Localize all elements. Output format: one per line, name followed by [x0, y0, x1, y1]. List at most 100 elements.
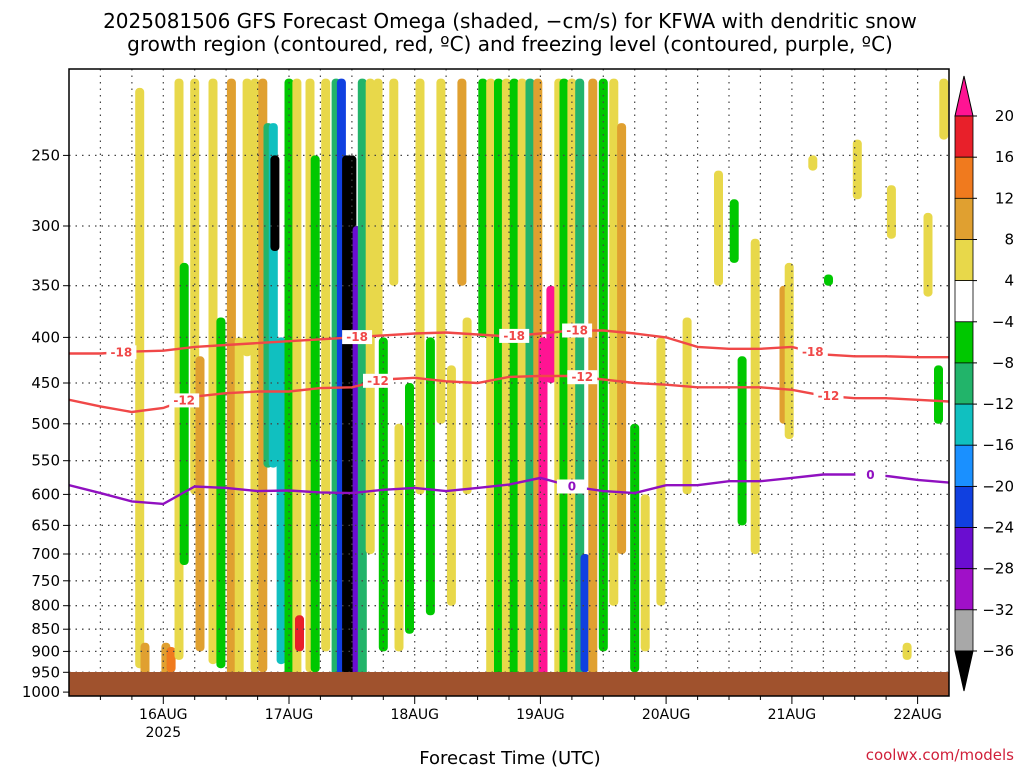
omega-cell-77	[923, 212, 933, 297]
omega-cell-9	[216, 317, 226, 669]
isotherm-label-bg	[169, 393, 200, 408]
isotherm-label-bg	[855, 468, 886, 483]
omega-cell-49	[525, 78, 535, 677]
chart-title-line1: 2025081506 GFS Forecast Omega (shaded, −…	[103, 9, 917, 33]
credit-text: coolwx.com/models	[866, 746, 1014, 764]
omega-cell-18	[276, 337, 286, 665]
omega-cell-39	[436, 78, 446, 424]
omega-cell-45	[494, 78, 503, 677]
x-tick-label-20AUG: 20AUG	[642, 707, 691, 723]
isotherm-label--18-3: -18	[566, 324, 588, 338]
colorbar-label-8: −16	[982, 436, 1014, 454]
omega-cell-63	[640, 494, 650, 652]
omega-cell-35	[394, 423, 404, 652]
isotherm-label-bg	[797, 344, 828, 359]
colorbar-label-5: −4	[992, 313, 1014, 331]
colorbar-segment-12	[954, 568, 974, 611]
x-tick-year: 2025	[145, 725, 181, 741]
omega-cell-10	[226, 78, 236, 677]
colorbar-segment-11	[954, 527, 974, 570]
omega-cell-59	[598, 78, 608, 652]
omega-cell-78	[934, 365, 943, 424]
colorbar-label-11: −28	[982, 560, 1014, 578]
omega-cell-54	[559, 78, 569, 677]
colorbar-segment-4	[954, 239, 974, 282]
colorbar-label-13: −36	[982, 642, 1014, 660]
y-tick-label-850: 850	[31, 620, 60, 638]
x-tick-label-21AUG: 21AUG	[768, 707, 817, 723]
omega-cell-79	[939, 78, 949, 140]
omega-cell-36	[405, 383, 414, 634]
colorbar-segment-7	[954, 362, 974, 405]
colorbar-label-3: 8	[1004, 231, 1014, 249]
y-tick-label-400: 400	[31, 328, 60, 346]
y-tick-label-950: 950	[31, 663, 60, 681]
isotherm-0	[69, 473, 949, 506]
colorbar-top-triangle	[954, 75, 974, 117]
isotherm-label-bg	[813, 389, 844, 404]
isotherm-label--12-2: -12	[571, 370, 593, 384]
isotherm-label--18-0: -18	[111, 345, 133, 359]
omega-cell-74	[852, 139, 862, 200]
y-tick-label-700: 700	[31, 545, 60, 563]
isotherm-label--18-2: -18	[503, 329, 525, 343]
colorbar-label-7: −12	[982, 395, 1014, 413]
y-tick-label-500: 500	[31, 415, 60, 433]
colorbar-segment-2	[954, 156, 974, 199]
x-tick-label-16AUG: 16AUG	[139, 707, 188, 723]
omega-cell-24	[321, 78, 331, 652]
omega-cell-13	[250, 78, 260, 673]
omega-cell-51	[538, 337, 548, 677]
colorbar-label-0: 20	[995, 107, 1014, 125]
omega-cell-31	[365, 78, 375, 555]
omega-cell-69	[750, 238, 760, 555]
omega-cell-32	[373, 78, 383, 338]
omega-cell-43	[478, 78, 488, 338]
colorbar-segment-10	[954, 485, 974, 528]
omega-cell-76	[902, 642, 912, 660]
isotherm-label-bg	[342, 330, 373, 345]
colorbar-segment-3	[954, 197, 974, 240]
omega-cell-23	[310, 155, 320, 673]
isotherm-label--12-0: -12	[173, 393, 195, 407]
colorbar-bottom-triangle	[954, 650, 974, 692]
omega-cell-8	[208, 78, 218, 665]
isotherm-label-bg	[562, 323, 593, 338]
omega-cell-19	[284, 78, 294, 677]
omega-cell-0	[135, 87, 145, 669]
omega-cell-68	[737, 356, 747, 526]
omega-cell-71	[784, 262, 794, 439]
omega-cell-42	[462, 317, 472, 495]
omega-cell-20	[292, 78, 302, 677]
colorbar-label-2: 12	[995, 189, 1014, 207]
colorbar-segment-6	[954, 321, 974, 364]
omega-cell-75	[886, 185, 896, 239]
x-tick-label-18AUG: 18AUG	[390, 707, 439, 723]
omega-cell-41	[457, 78, 467, 286]
omega-cell-5	[179, 262, 189, 565]
isotherm-label-bg	[567, 370, 598, 385]
colorbar-label-6: −8	[992, 354, 1014, 372]
colorbar-label-9: −20	[982, 477, 1014, 495]
omega-cell-37	[415, 78, 425, 495]
colorbar-label-1: 16	[995, 148, 1014, 166]
omega-cell-61	[617, 123, 627, 554]
omega-cell-44	[486, 78, 496, 677]
y-tick-label-900: 900	[31, 642, 60, 660]
x-axis-label: Forecast Time (UTC)	[419, 748, 600, 768]
omega-cell-12	[242, 78, 252, 357]
omega-cell-34	[389, 78, 399, 286]
omega-cell-73	[824, 274, 833, 286]
omega-cell-65	[682, 317, 692, 495]
colorbar-segment-8	[954, 403, 974, 446]
colorbar-label-12: −32	[982, 601, 1014, 619]
colorbar-segment-9	[954, 444, 974, 487]
y-tick-label-750: 750	[31, 572, 60, 590]
omega-cell-62	[630, 423, 640, 673]
isotherm-contours: -18 -18 -18 -18 -18 -12 -12 -12 -12 0 0	[69, 323, 949, 506]
x-tick-label-17AUG: 17AUG	[265, 707, 314, 723]
omega-cell-1	[140, 642, 150, 677]
y-tick-label-350: 350	[31, 277, 60, 295]
x-axis-ticks: 16AUG 2025 17AUG 18AUG 19AUG 20AUG 21AUG 22AUG	[139, 707, 942, 741]
